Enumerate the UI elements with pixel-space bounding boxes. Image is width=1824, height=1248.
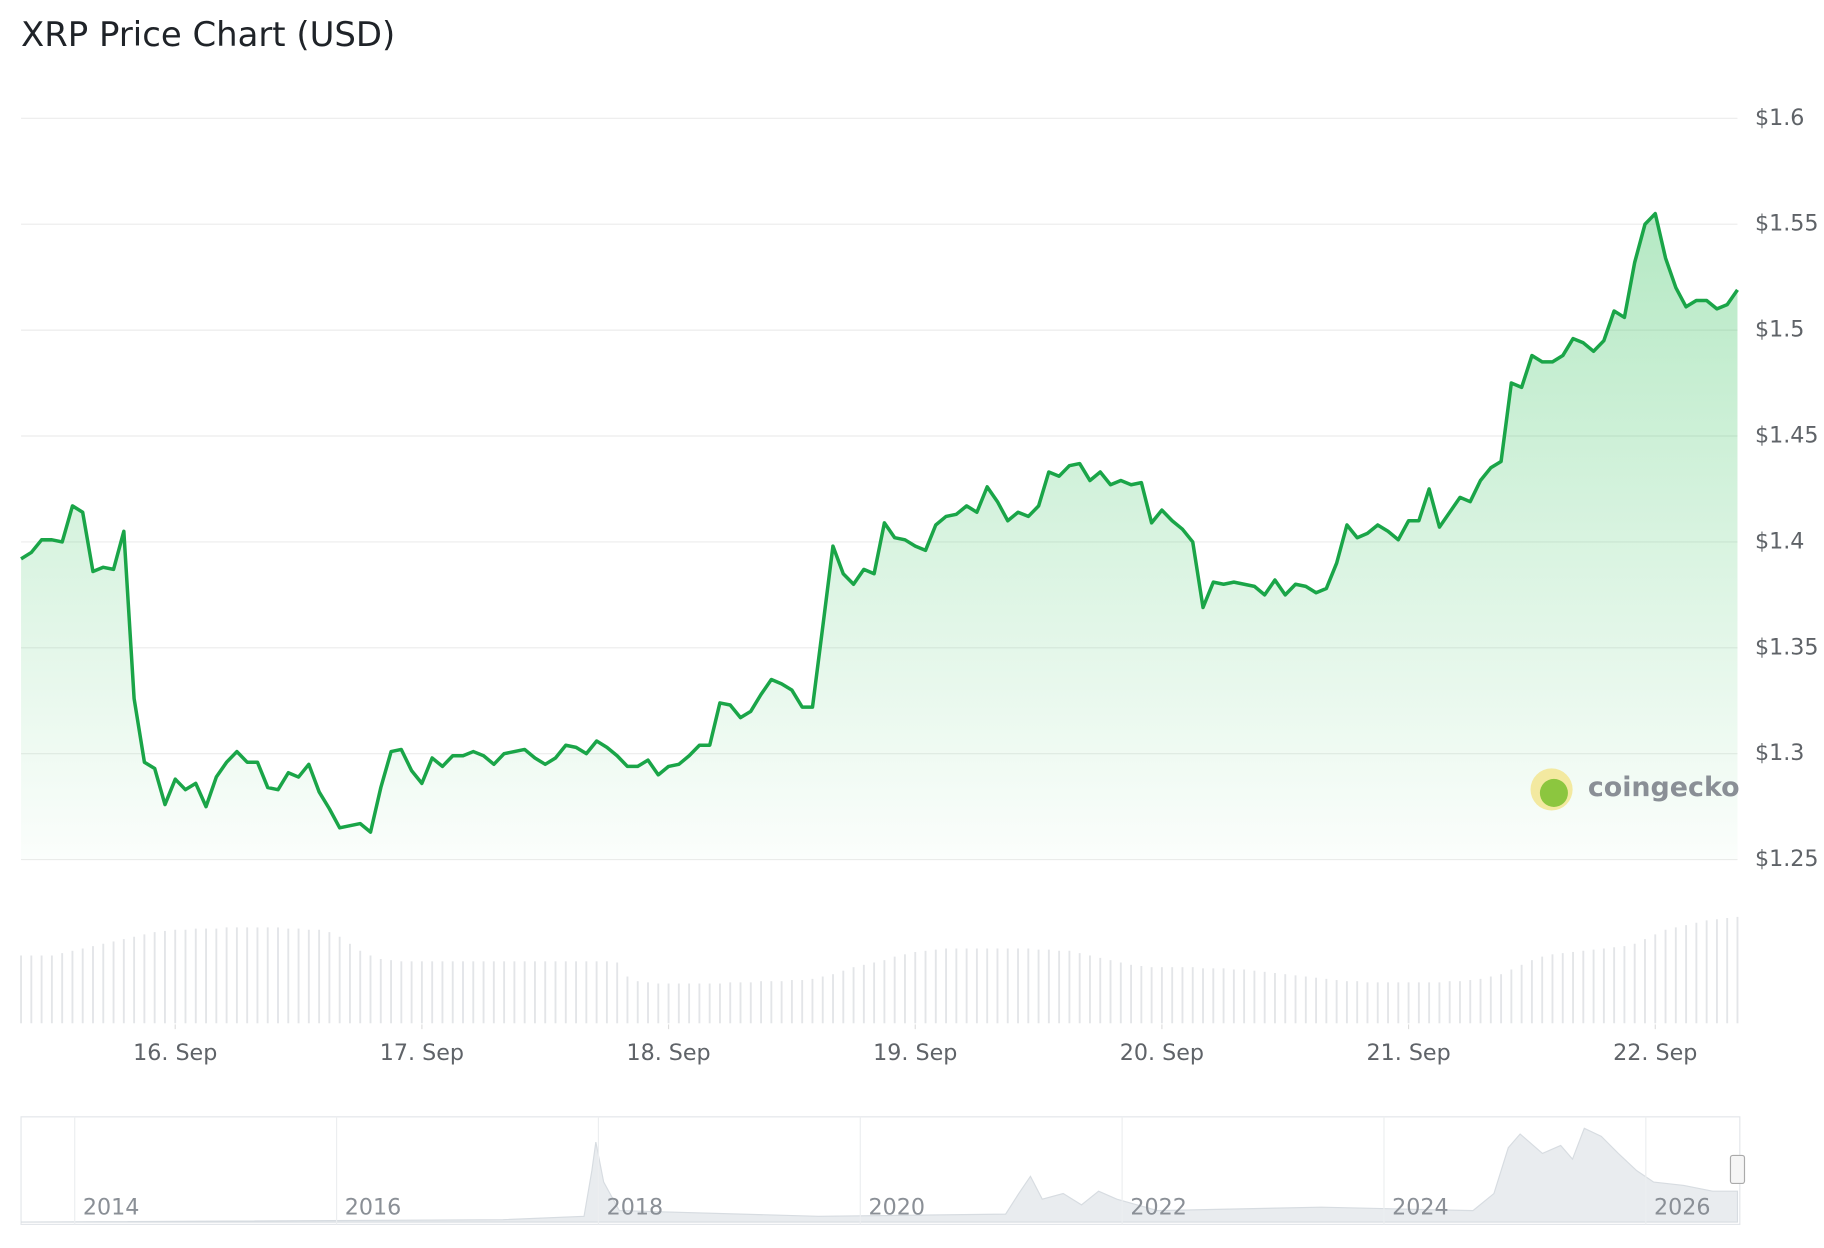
price-line: [20, 211, 1739, 834]
navigator-tick-label: 2024: [1392, 1195, 1449, 1221]
y-tick-label: $1.35: [1755, 634, 1819, 660]
navigator-tick-label: 2016: [345, 1195, 402, 1221]
x-tick-label: 20. Sep: [1120, 1040, 1204, 1066]
chart-title: XRP Price Chart (USD): [21, 15, 395, 54]
navigator-area: [21, 1127, 1739, 1223]
navigator-tick-label: 2014: [83, 1195, 140, 1221]
x-tick-label: 22. Sep: [1613, 1040, 1697, 1066]
watermark: coingecko: [1530, 768, 1740, 811]
y-tick-label: $1.25: [1755, 846, 1819, 872]
navigator-tick-label: 2026: [1654, 1195, 1711, 1221]
y-tick-label: $1.3: [1755, 740, 1804, 766]
navigator-tick-label: 2020: [868, 1195, 925, 1221]
y-tick-label: $1.45: [1755, 423, 1819, 449]
x-tick-label: 19. Sep: [873, 1040, 957, 1066]
price-area: [21, 213, 1738, 860]
y-tick-label: $1.6: [1755, 105, 1804, 131]
x-tick-label: 18. Sep: [626, 1040, 710, 1066]
watermark-logo-inner: [1539, 778, 1568, 807]
watermark-text: coingecko: [1588, 772, 1740, 803]
x-tick-label: 21. Sep: [1366, 1040, 1450, 1066]
navigator-handle[interactable]: [1729, 1154, 1746, 1185]
navigator-tick-label: 2018: [607, 1195, 664, 1221]
y-tick-label: $1.4: [1755, 528, 1804, 554]
x-tick-label: 16. Sep: [133, 1040, 217, 1066]
x-tick-label: 17. Sep: [380, 1040, 464, 1066]
y-tick-label: $1.5: [1755, 317, 1804, 343]
y-tick-label: $1.55: [1755, 211, 1819, 237]
navigator-tick-label: 2022: [1130, 1195, 1187, 1221]
